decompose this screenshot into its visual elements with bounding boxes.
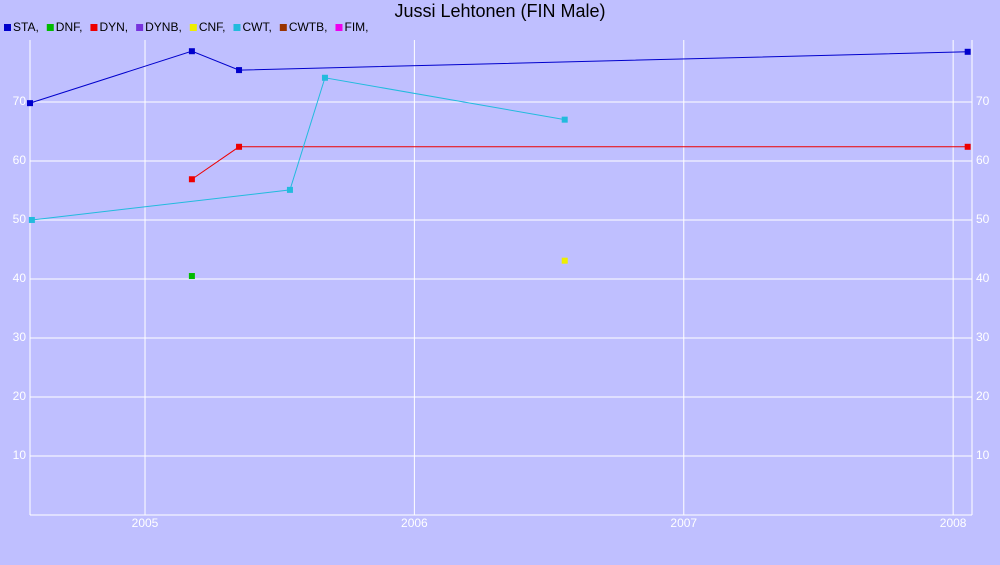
y2-tick-label: 20 <box>976 389 990 403</box>
data-point <box>561 116 568 123</box>
legend-swatch <box>90 24 98 31</box>
legend-label: CWTB, <box>289 20 328 34</box>
data-point <box>321 74 328 81</box>
y-tick-label: 70 <box>13 94 27 108</box>
y-tick-label: 10 <box>13 448 27 462</box>
legend-label: DYNB, <box>145 20 182 34</box>
series-line <box>29 50 968 104</box>
legend-label: DNF, <box>56 20 83 34</box>
legend-swatch <box>189 24 197 31</box>
data-point <box>188 176 195 183</box>
data-point <box>561 257 568 264</box>
series-line <box>31 77 565 221</box>
y2-tick-label: 30 <box>976 330 990 344</box>
y-tick-label: 40 <box>13 271 27 285</box>
legend-label: STA, <box>13 20 39 34</box>
legend-swatch <box>335 24 343 31</box>
data-point <box>236 67 243 74</box>
legend-swatch <box>46 24 54 31</box>
x-tick-label: 2008 <box>940 516 967 530</box>
legend-swatch <box>279 24 287 31</box>
y-tick-label: 60 <box>13 153 27 167</box>
chart-title: Jussi Lehtonen (FIN Male) <box>394 1 605 21</box>
y2-tick-label: 10 <box>976 448 990 462</box>
legend-label: CNF, <box>199 20 226 34</box>
y2-tick-label: 70 <box>976 94 990 108</box>
data-point <box>286 186 293 193</box>
y2-tick-label: 60 <box>976 153 990 167</box>
data-point <box>964 48 971 55</box>
y2-tick-label: 40 <box>976 271 990 285</box>
data-point <box>964 143 971 150</box>
legend-swatch <box>136 24 144 31</box>
y2-tick-label: 50 <box>976 212 990 226</box>
x-tick-label: 2006 <box>401 516 428 530</box>
legend-label: CWT, <box>242 20 271 34</box>
data-point <box>28 216 35 223</box>
y-tick-label: 20 <box>13 389 27 403</box>
data-point <box>188 48 195 55</box>
x-tick-label: 2007 <box>670 516 697 530</box>
legend-label: DYN, <box>99 20 128 34</box>
legend-swatch <box>4 24 11 31</box>
y-tick-label: 30 <box>13 330 27 344</box>
data-point <box>188 273 195 280</box>
y-tick-label: 50 <box>13 212 27 226</box>
x-tick-label: 2005 <box>132 516 159 530</box>
legend-swatch <box>233 24 241 31</box>
data-point <box>27 100 33 107</box>
data-point <box>236 143 243 150</box>
legend-label: FIM, <box>344 20 368 34</box>
